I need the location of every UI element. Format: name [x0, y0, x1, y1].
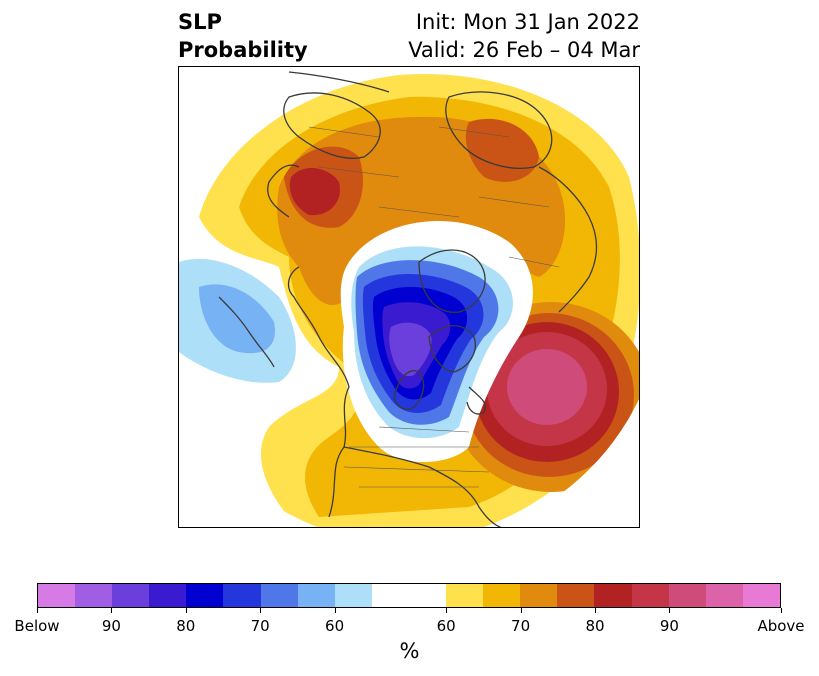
atlantic-above-90 [507, 349, 587, 425]
coastlines [218, 71, 598, 527]
probability-map [179, 67, 639, 527]
colorbar-segment [408, 584, 447, 607]
colorbar-segment [149, 584, 187, 607]
colorbar-segment [260, 584, 298, 607]
colorbar-segment [334, 584, 372, 607]
colorbar-tick-label: 70 [511, 617, 531, 635]
title-quantity: Probability [178, 38, 308, 62]
colorbar-segment [594, 584, 632, 607]
init-date: Init: Mon 31 Jan 2022 [415, 10, 640, 34]
colorbar-tick-label: 80 [585, 617, 605, 635]
canada-below-85 [389, 322, 432, 377]
colorbar-tick-mark [446, 608, 447, 613]
colorbar-tick-labels: Below 90 80 70 60 60 70 80 90 Above [0, 617, 819, 637]
colorbar-tick-label: 90 [101, 617, 121, 635]
pacific-below-65 [199, 284, 275, 354]
colorbar-segment [483, 584, 521, 607]
colorbar-segment [668, 584, 706, 607]
colorbar-segment [520, 584, 558, 607]
above-75-region-east [465, 118, 539, 182]
colorbar-segment [75, 584, 113, 607]
colorbar-segment [557, 584, 595, 607]
above-80-region [289, 167, 340, 216]
colorbar-segment [223, 584, 261, 607]
colorbar-segment [186, 584, 224, 607]
colorbar-tick-label: Above [757, 617, 805, 635]
colorbar-segment [297, 584, 335, 607]
colorbar-tick-mark [37, 608, 38, 613]
colorbar-tick-mark [521, 608, 522, 613]
map-panel [178, 66, 640, 528]
colorbar-segment [742, 584, 780, 607]
colorbar-tick-label: 60 [436, 617, 456, 635]
colorbar-tick-mark [111, 608, 112, 613]
colorbar-segment [446, 584, 484, 607]
colorbar-tick-mark [781, 608, 782, 613]
chart-title-left: SLP Probability [178, 8, 308, 64]
colorbar-segment [705, 584, 743, 607]
title-variable: SLP [178, 10, 222, 34]
colorbar-tick-mark [186, 608, 187, 613]
colorbar-tick-label: 80 [176, 617, 196, 635]
colorbar-tick-label: 70 [250, 617, 270, 635]
colorbar-segment [112, 584, 150, 607]
political-borders [308, 126, 560, 488]
colorbar-tick-mark [595, 608, 596, 613]
colorbar-tickmarks [0, 608, 819, 614]
colorbar-tick-label: Below [14, 617, 60, 635]
chart-title-right: Init: Mon 31 Jan 2022 Valid: 26 Feb – 04… [408, 8, 640, 64]
colorbar-segment [631, 584, 669, 607]
colorbar-tick-mark [260, 608, 261, 613]
colorbar-tick-label: 90 [659, 617, 679, 635]
colorbar-segment [371, 584, 409, 607]
colorbar [37, 583, 781, 608]
colorbar-unit-label: % [399, 639, 420, 663]
colorbar-tick-label: 60 [325, 617, 345, 635]
valid-range: Valid: 26 Feb – 04 Mar [408, 38, 640, 62]
colorbar-segment [38, 584, 76, 607]
colorbar-tick-mark [335, 608, 336, 613]
colorbar-tick-mark [669, 608, 670, 613]
